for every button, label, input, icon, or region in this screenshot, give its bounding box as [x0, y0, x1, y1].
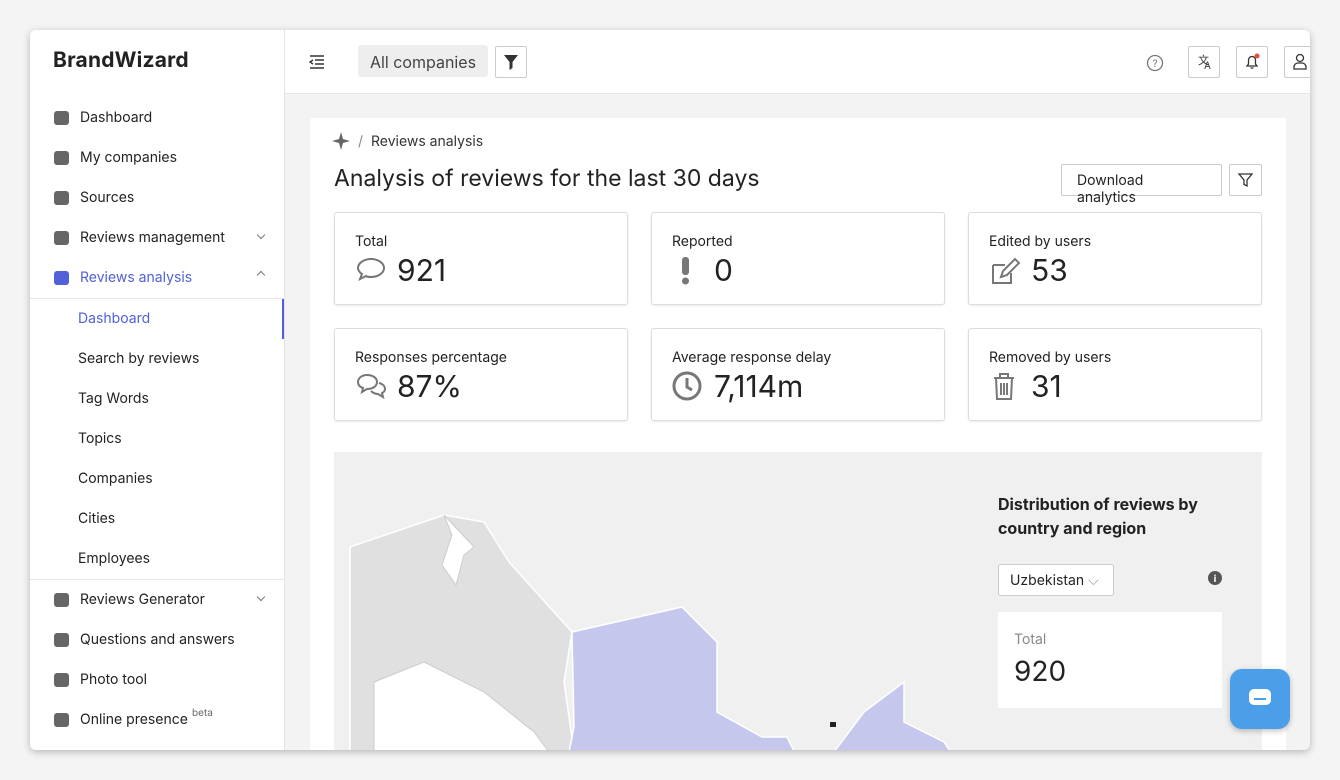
country-name: Uzbekistan [1010, 572, 1085, 589]
nav-item[interactable]: Reviews Generator [80, 591, 205, 608]
active-indicator [282, 299, 284, 339]
stat-value: 7,114m [714, 369, 804, 405]
map-area: Distribution of reviews by country and r… [334, 452, 1262, 750]
stat-card: Responses percentage 87% [334, 328, 628, 421]
stat-value: 87% [397, 369, 462, 405]
nav-icon [54, 151, 69, 165]
stat-card: Removed by users 31 [968, 328, 1262, 421]
notifications-button[interactable] [1236, 46, 1268, 78]
brand-logo[interactable]: BrandWizard [53, 48, 189, 73]
subnav-item[interactable]: Tag Words [78, 390, 149, 407]
subnav-item[interactable]: Dashboard [78, 310, 151, 327]
help-icon[interactable]: ? [1146, 54, 1164, 72]
total-card: Total 920 [998, 612, 1222, 708]
content-card: / Reviews analysis Analysis of reviews f… [310, 118, 1286, 750]
divider [30, 579, 285, 580]
sidebar: BrandWizard Dashboard My companies Sources… [30, 30, 285, 750]
company-filter[interactable]: All companies [358, 45, 489, 77]
stat-icon [989, 255, 1021, 291]
subnav-item[interactable]: Search by reviews [78, 350, 200, 367]
svg-text:i: i [1214, 573, 1217, 585]
svg-text:?: ? [1152, 58, 1157, 70]
nav-icon [54, 191, 69, 205]
chat-button[interactable] [1230, 669, 1290, 729]
nav-icon [54, 111, 69, 125]
nav-item[interactable]: My companies [80, 149, 177, 166]
breadcrumb-icon[interactable] [332, 132, 350, 150]
beta-badge: beta [192, 707, 213, 719]
subnav-item[interactable]: Topics [78, 430, 122, 447]
stat-label: Edited by users [989, 233, 1092, 250]
nav-icon [54, 593, 69, 607]
filter-button[interactable] [495, 46, 527, 78]
subnav-item[interactable]: Cities [78, 510, 116, 527]
stat-card: Edited by users 53 [968, 212, 1262, 305]
divider [30, 298, 285, 299]
app-window: BrandWizard Dashboard My companies Sources… [30, 30, 1310, 750]
filter-button[interactable] [1229, 164, 1262, 196]
expand-chevron [256, 270, 266, 280]
download-button[interactable]: Download analytics [1061, 164, 1222, 206]
stat-card: Total 921 [334, 212, 628, 305]
breadcrumb-separator: / [358, 133, 364, 150]
stat-card: Reported 0 [651, 212, 945, 305]
stat-icon [355, 371, 387, 407]
stat-label: Total [355, 233, 388, 250]
info-icon[interactable]: i [1207, 570, 1223, 586]
nav-icon [54, 231, 69, 245]
nav-icon [54, 713, 69, 727]
page-title: Analysis of reviews for the last 30 days [334, 164, 760, 192]
subnav-item[interactable]: Employees [78, 550, 151, 567]
nav-item[interactable]: Questions and answers [80, 631, 235, 648]
nav-item[interactable]: Reviews analysis [80, 269, 193, 286]
stat-label: Average response delay [672, 349, 832, 366]
nav-item[interactable]: Reviews management [80, 229, 225, 246]
expand-chevron [256, 230, 266, 240]
svg-text:A: A [1204, 60, 1211, 72]
breadcrumb[interactable]: Reviews analysis [371, 133, 484, 150]
stat-icon [355, 255, 387, 291]
menu-toggle[interactable] [309, 54, 325, 70]
subnav-item[interactable]: Companies [78, 470, 153, 487]
nav-icon [54, 633, 69, 647]
svg-text:文: 文 [1198, 53, 1209, 67]
nav-icon [54, 271, 69, 285]
stat-value: 31 [1031, 369, 1062, 405]
stat-label: Responses percentage [355, 349, 507, 366]
country-select[interactable]: Uzbekistan ⌵ [998, 564, 1114, 596]
nav-icon [54, 673, 69, 687]
total-label: Total [1014, 631, 1047, 648]
stat-value: 0 [714, 253, 733, 289]
stat-label: Removed by users [989, 349, 1112, 366]
nav-item[interactable]: Dashboard [80, 109, 153, 126]
nav-item[interactable]: Online presence [80, 711, 188, 728]
map-panel-title: Distribution of reviews by country and r… [998, 494, 1198, 538]
region-map[interactable] [334, 452, 974, 750]
expand-chevron [256, 592, 266, 602]
nav-item[interactable]: Photo tool [80, 671, 148, 688]
stat-icon [989, 371, 1021, 407]
nav-item[interactable]: Sources [80, 189, 135, 206]
stat-card: Average response delay 7,114m [651, 328, 945, 421]
stat-value: 53 [1031, 253, 1068, 289]
profile-button[interactable] [1284, 46, 1310, 78]
total-value: 920 [1014, 654, 1067, 688]
stat-value: 921 [397, 253, 447, 289]
stat-icon [672, 255, 704, 291]
stat-icon [672, 371, 704, 407]
stat-label: Reported [672, 233, 733, 250]
